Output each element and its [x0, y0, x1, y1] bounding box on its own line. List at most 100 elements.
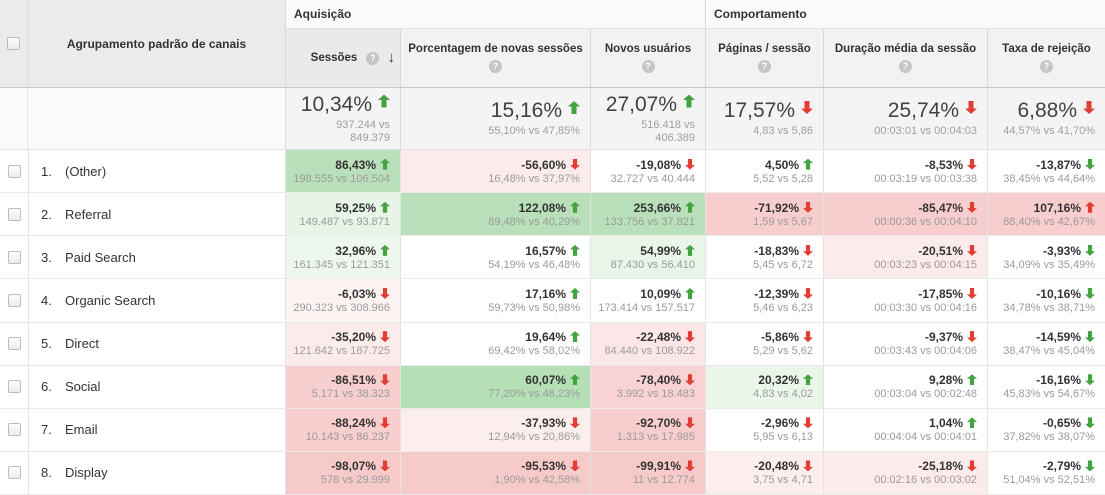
metric-cell: 122,08% 89,48% vs 40,29% — [400, 193, 590, 237]
table-row: 6. Social -86,51% 5.171 vs 38.323 60,07% 77… — [0, 365, 1105, 409]
trend-down-arrow — [967, 158, 977, 170]
help-icon[interactable]: ? — [641, 60, 655, 73]
column-header-new-sessions-pct[interactable]: Porcentagem de novas sessões ? — [400, 29, 590, 87]
trend-down-arrow — [803, 331, 813, 343]
channel-name[interactable]: Display — [65, 465, 108, 481]
channel-cell: 4. Organic Search — [28, 279, 285, 323]
help-icon[interactable]: ? — [489, 60, 502, 73]
channel-name[interactable]: Social — [65, 379, 101, 395]
trend-up-arrow — [685, 287, 695, 299]
metric-comparison: 45,83% vs 54,67% — [1003, 388, 1095, 401]
channel-name[interactable]: Organic Search — [65, 292, 156, 308]
column-header-new-users[interactable]: Novos usuários ? — [590, 29, 705, 87]
metric-comparison: 4,83 vs 4,02 — [753, 388, 813, 401]
metric-cell: 54,99% 87.430 vs 56.410 — [590, 236, 705, 280]
metric-change: 54,99% — [640, 243, 681, 258]
metric-cell: -17,85% 00:03:30 vs 00:04:16 — [823, 279, 987, 323]
trend-down-arrow — [803, 417, 813, 429]
metric-cell: 4,50% 5,52 vs 5,28 — [705, 150, 823, 194]
metric-cell: -99,91% 11 vs 12.774 — [590, 451, 705, 495]
channel-column-title: Agrupamento padrão de canais — [66, 36, 247, 51]
trend-down-arrow — [803, 244, 813, 256]
row-checkbox-cell — [0, 150, 28, 194]
help-icon[interactable]: ? — [899, 60, 912, 73]
trend-up-arrow — [683, 94, 695, 108]
metric-comparison: 37,82% vs 38,07% — [1003, 431, 1095, 444]
trend-up-arrow — [570, 201, 580, 213]
trend-down-arrow — [685, 417, 695, 429]
metric-change: 1,04% — [928, 416, 963, 431]
metric-cell: -3,93% 34,09% vs 35,49% — [987, 236, 1105, 280]
sort-descending-icon: ↓ — [387, 49, 396, 67]
row-number: 2. — [41, 206, 52, 222]
metric-comparison: 1,90% vs 42,58% — [494, 474, 580, 487]
metric-comparison: 12,94% vs 20,86% — [488, 431, 580, 444]
row-checkbox[interactable] — [7, 380, 21, 394]
trend-up-arrow — [570, 374, 580, 386]
row-checkbox[interactable] — [7, 250, 21, 264]
select-all-cell — [0, 0, 28, 87]
trend-down-arrow — [967, 244, 977, 256]
metric-change: 20,32% — [758, 373, 799, 388]
channel-cell: 5. Direct — [28, 322, 285, 366]
metric-comparison: 11 vs 12.774 — [632, 474, 695, 487]
trend-down-arrow — [380, 331, 390, 343]
row-checkbox[interactable] — [7, 466, 21, 480]
metric-change: -37,93% — [521, 416, 566, 431]
metric-cell: 107,16% 88,40% vs 42,67% — [987, 193, 1105, 237]
column-header-avg-session-duration[interactable]: Duração média da sessão ? — [823, 29, 987, 87]
summary-pages-per-session: 17,57% 4,83 vs 5,86 — [705, 88, 823, 149]
metric-change: -17,85% — [918, 286, 963, 301]
metric-comparison: 59,73% vs 50,98% — [488, 301, 580, 314]
select-all-checkbox[interactable] — [7, 37, 20, 50]
channel-name[interactable]: (Other) — [65, 163, 107, 179]
row-checkbox[interactable] — [7, 423, 21, 437]
trend-down-arrow — [803, 460, 813, 472]
row-checkbox[interactable] — [7, 207, 21, 221]
metric-cell: -25,18% 00:02:16 vs 00:03:02 — [823, 451, 987, 495]
trend-down-arrow — [803, 287, 813, 299]
metric-cell: -92,70% 1.313 vs 17.985 — [590, 408, 705, 452]
metric-cell: -16,16% 45,83% vs 54,67% — [987, 365, 1105, 409]
help-icon[interactable]: ? — [366, 51, 380, 65]
metric-cell: -12,39% 5,46 vs 6,23 — [705, 279, 823, 323]
row-checkbox[interactable] — [7, 293, 21, 307]
metric-comparison: 34,78% vs 38,71% — [1003, 301, 1095, 314]
metric-comparison: 1,59 vs 5,67 — [753, 215, 813, 228]
metric-change: -92,70% — [636, 416, 681, 431]
channel-name[interactable]: Direct — [65, 336, 99, 352]
summary-new-sessions-pct: 15,16% 55,10% vs 47,85% — [400, 88, 590, 149]
row-number: 8. — [41, 465, 52, 481]
metric-change: -13,87% — [1036, 157, 1081, 172]
channel-name[interactable]: Paid Search — [65, 249, 136, 265]
column-header-pages-per-session[interactable]: Páginas / sessão ? — [705, 29, 823, 87]
metric-cell: 16,57% 54,19% vs 46,48% — [400, 236, 590, 280]
summary-sessions: 10,34% 937.244 vs 849.379 — [285, 88, 400, 149]
column-header-bounce-rate[interactable]: Taxa de rejeição ? — [987, 29, 1105, 87]
trend-down-arrow — [967, 287, 977, 299]
trend-down-arrow — [1083, 101, 1095, 114]
metric-comparison: 87.430 vs 56.410 — [610, 258, 695, 271]
metric-cell: 9,28% 00:03:04 vs 00:02:48 — [823, 365, 987, 409]
channel-name[interactable]: Email — [65, 422, 98, 438]
metric-comparison: 84.440 vs 108.922 — [604, 345, 695, 358]
metric-cell: -18,83% 5,45 vs 6,72 — [705, 236, 823, 280]
help-icon[interactable]: ? — [1040, 60, 1053, 73]
summary-comparison: 937.244 vs 849.379 — [336, 118, 390, 144]
metric-cell: -85,47% 00:00:36 vs 00:04:10 — [823, 193, 987, 237]
table-row: 2. Referral 59,25% 149.487 vs 93.871 122,0… — [0, 193, 1105, 237]
metric-cell: -88,24% 10.143 vs 86.237 — [285, 408, 400, 452]
metric-change: -88,24% — [331, 416, 376, 431]
metric-change: -10,16% — [1036, 286, 1081, 301]
channel-cell: 6. Social — [28, 365, 285, 409]
summary-comparison: 00:03:01 vs 00:04:03 — [874, 125, 977, 137]
help-icon[interactable]: ? — [758, 60, 771, 73]
table-row: 8. Display -98,07% 578 vs 29.999 -95,53% 1,… — [0, 451, 1105, 495]
metric-change: -3,93% — [1042, 243, 1081, 258]
channel-name[interactable]: Referral — [65, 206, 112, 222]
column-header-sessions[interactable]: Sessões ? ↓ — [285, 29, 400, 87]
row-checkbox[interactable] — [7, 337, 21, 351]
trend-down-arrow — [1085, 244, 1095, 256]
trend-down-arrow — [380, 374, 390, 386]
row-checkbox[interactable] — [7, 164, 21, 178]
